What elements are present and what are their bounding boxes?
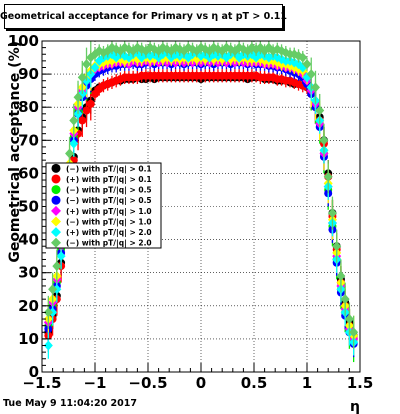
legend-entry: (−) with pT/|q| > 0.5 [51,195,152,206]
data-point [90,62,100,73]
y-tick-label: 50 [18,198,39,216]
timestamp: Tue May 9 11:04:20 2017 [3,398,137,409]
legend-marker [51,216,61,227]
legend-marker [51,185,61,195]
legend-box [45,162,162,249]
data-point [344,314,354,325]
data-point [78,116,87,125]
y-tick-labels: 0 10 20 30 40 50 60 70 80 90 100 [8,32,39,381]
data-points [43,41,359,363]
legend-entry: (+) with pT/|q| > 0.1 [51,174,152,185]
data-point [310,82,320,93]
data-point [69,115,79,126]
y-tick-label: 40 [18,231,39,249]
legend-entry: (+) with pT/|q| > 1.0 [51,205,152,217]
data-point [340,294,350,305]
x-tick-label: −0.5 [128,374,167,392]
data-point [43,340,53,351]
legend-marker [51,227,61,238]
legend-entry: (−) with pT/|q| > 0.5 [51,185,152,196]
x-tick-label: −1.5 [22,374,61,392]
data-point [56,251,66,262]
legend-label: (−) with pT/|q| > 2.0 [66,239,152,249]
data-point [315,105,325,116]
data-point [323,171,333,182]
series-7 [43,41,359,349]
data-point [52,261,62,272]
axis-ticks [41,40,361,373]
x-axis-label: η [350,399,360,414]
legend-label: (−) with pT/|q| > 1.0 [66,217,152,227]
legend: (−) with pT/|q| > 0.1(+) with pT/|q| > 0… [45,162,162,249]
data-point [349,327,359,338]
y-tick-label: 60 [18,164,39,182]
data-point [319,135,329,146]
legend-entry: (−) with pT/|q| > 0.1 [51,163,152,174]
y-tick-label: 10 [18,330,39,348]
y-tick-label: 0 [29,363,39,381]
data-point [48,284,58,295]
y-axis-label: Geometrical acceptance (%) [7,41,23,263]
data-point [327,208,337,219]
legend-marker [51,205,61,216]
x-tick-label: 0 [196,374,206,392]
data-point [43,307,53,318]
data-point [298,52,308,63]
legend-label: (−) with pT/|q| > 0.5 [66,186,152,196]
legend-label: (+) with pT/|q| > 0.1 [66,175,152,185]
x-tick-label: −1 [83,374,106,392]
data-point [82,59,92,70]
data-point [332,241,342,252]
legend-marker [51,195,61,205]
data-point [73,92,83,103]
y-tick-label: 30 [18,264,39,282]
chart-title: Geometrical acceptance for Primary vs η … [0,4,287,29]
legend-marker [51,163,61,173]
data-point [302,59,312,70]
data-point [306,69,316,80]
x-tick-label: 1.5 [347,374,374,392]
y-tick-label: 100 [8,32,39,50]
legend-entry: (−) with pT/|q| > 1.0 [51,216,152,227]
y-tick-label: 20 [18,297,39,315]
legend-entry: (+) with pT/|q| > 2.0 [51,227,152,238]
data-point [65,148,75,159]
x-tick-label: 1 [302,374,312,392]
legend-label: (+) with pT/|q| > 1.0 [66,207,152,217]
x-tick-labels: −1.5 −1 −0.5 0 0.5 1 1.5 [22,374,373,392]
y-tick-label: 70 [18,131,39,149]
data-point [77,72,87,83]
data-point [336,271,346,282]
legend-entry: (−) with pT/|q| > 2.0 [51,237,152,249]
data-point [82,106,91,115]
legend-marker [51,174,61,184]
legend-label: (−) with pT/|q| > 0.1 [66,164,152,174]
y-tick-label: 80 [18,98,39,116]
legend-label: (+) with pT/|q| > 2.0 [66,228,152,238]
y-tick-label: 90 [18,65,39,83]
legend-marker [51,237,61,248]
data-point [86,99,95,108]
x-tick-label: 0.5 [241,374,268,392]
data-point [69,138,79,149]
legend-label: (−) with pT/|q| > 0.5 [66,196,152,206]
